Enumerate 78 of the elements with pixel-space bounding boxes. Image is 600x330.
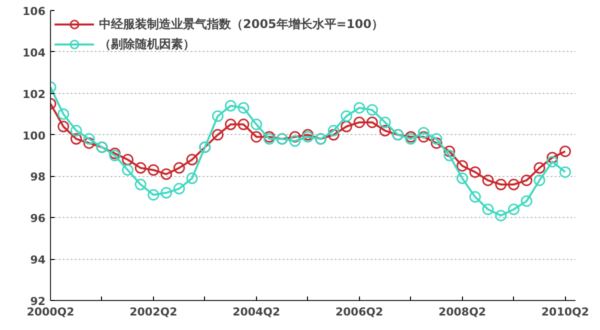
point xyxy=(212,129,224,141)
y-tick-label: 106 xyxy=(22,5,46,18)
point xyxy=(70,124,82,136)
point xyxy=(250,131,262,143)
point xyxy=(289,135,301,147)
x-tick-label: 2002Q2 xyxy=(130,306,178,318)
point xyxy=(250,118,262,130)
point xyxy=(122,154,134,166)
point xyxy=(508,204,520,216)
point xyxy=(430,133,442,145)
point xyxy=(340,120,352,132)
point xyxy=(456,172,468,184)
point xyxy=(444,150,456,162)
y-tick-label: 98 xyxy=(30,170,46,184)
point xyxy=(328,124,340,136)
point xyxy=(148,164,160,176)
point xyxy=(366,116,378,128)
y-tick-label: 104 xyxy=(22,46,46,60)
y-tick-label: 102 xyxy=(22,88,46,101)
point xyxy=(444,146,456,158)
point xyxy=(173,182,185,194)
x-tick-label: 2010Q2 xyxy=(541,306,590,318)
point xyxy=(212,110,224,122)
point xyxy=(328,129,340,141)
point xyxy=(173,162,185,174)
point xyxy=(418,126,430,138)
point xyxy=(418,131,430,143)
point xyxy=(148,189,160,201)
y-tick-label: 92 xyxy=(30,295,46,308)
x-tick-label: 2006Q2 xyxy=(336,306,384,318)
point xyxy=(289,131,301,143)
point xyxy=(366,104,378,116)
point xyxy=(559,166,571,178)
point xyxy=(546,156,558,168)
y-tick-label: 94 xyxy=(30,254,46,267)
point xyxy=(482,204,494,216)
point xyxy=(379,116,391,128)
y-tick-label: 100 xyxy=(22,129,46,142)
x-tick-label: 2000Q2 xyxy=(26,306,74,318)
point xyxy=(520,174,532,186)
point xyxy=(134,162,146,174)
point xyxy=(134,178,146,190)
point xyxy=(186,154,198,166)
point xyxy=(469,166,481,178)
point xyxy=(495,178,507,190)
point xyxy=(354,102,366,114)
point xyxy=(520,195,532,207)
legend-label: （剔除随机因素） xyxy=(99,36,195,52)
point xyxy=(354,116,366,128)
x-tick-label: 2004Q2 xyxy=(232,306,280,318)
point xyxy=(238,102,250,114)
point xyxy=(508,178,520,190)
point xyxy=(340,110,352,122)
point xyxy=(58,120,70,132)
legend-label: 中经服装制造业景气指数（2005年增长水平=100） xyxy=(99,16,384,32)
point xyxy=(122,164,134,176)
point xyxy=(482,174,494,186)
point xyxy=(83,137,95,149)
y-tick-label: 96 xyxy=(30,212,46,226)
point xyxy=(379,124,391,136)
x-tick-label: 2008Q2 xyxy=(438,306,486,318)
point xyxy=(559,146,571,158)
point xyxy=(430,137,442,149)
point xyxy=(534,162,546,174)
point xyxy=(70,133,82,145)
point xyxy=(224,100,236,112)
point xyxy=(495,210,507,222)
point xyxy=(160,187,172,199)
point xyxy=(160,168,172,180)
point xyxy=(534,174,546,186)
point xyxy=(186,172,198,184)
point xyxy=(456,160,468,172)
point xyxy=(224,118,236,130)
point xyxy=(469,191,481,203)
point xyxy=(58,108,70,120)
point xyxy=(546,152,558,164)
point xyxy=(83,133,95,145)
point xyxy=(238,118,250,130)
